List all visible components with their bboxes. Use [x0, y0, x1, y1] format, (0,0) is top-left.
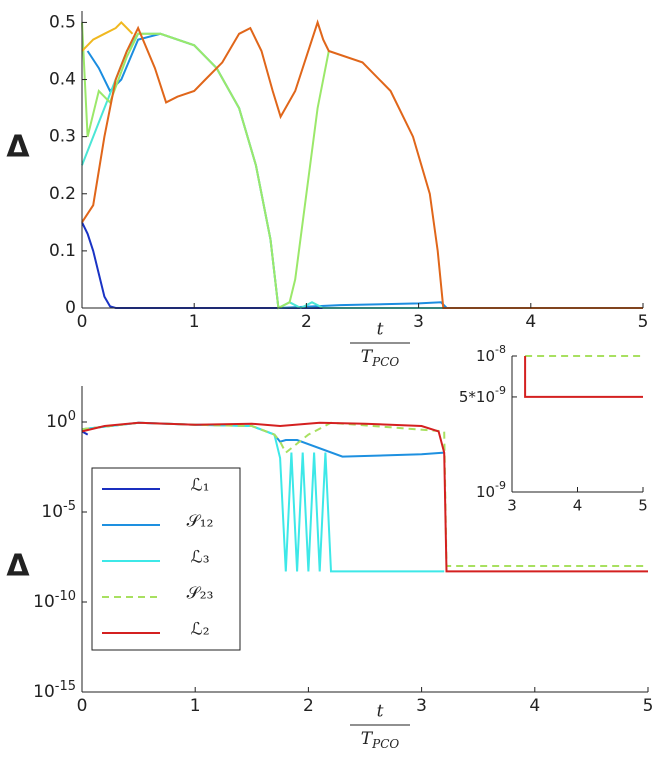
x-tick-label: 3 [507, 497, 517, 515]
tick-mantissa: 10 [476, 347, 495, 365]
y-tick-label: 0.1 [49, 241, 76, 261]
series-line [81, 421, 648, 567]
legend-box [91, 467, 241, 651]
x-tick-label: 5 [638, 497, 648, 515]
x-tick-label: 5 [638, 312, 649, 332]
x-axis-label: t [377, 320, 384, 340]
x-tick-label: 3 [416, 696, 427, 716]
denominator-subscript: PCO [371, 737, 399, 751]
tick-exponent: -8 [495, 343, 506, 356]
y-tick-label: 100 [46, 409, 76, 433]
tick-mantissa: 10 [33, 682, 55, 702]
y-tick-label: 10-10 [33, 589, 76, 613]
x-tick-label: 2 [301, 312, 312, 332]
x-tick-label: 0 [77, 696, 88, 716]
tick-exponent: 0 [68, 409, 76, 424]
x-tick-label: 2 [303, 696, 314, 716]
series-line [81, 22, 330, 310]
tick-mantissa: 10 [33, 592, 55, 612]
series-line [86, 32, 643, 310]
y-axis-label: Δ [6, 549, 30, 584]
y-tick-label: 10-9 [476, 479, 506, 501]
legend-label: 𝒮₁₂ [187, 512, 214, 532]
x-tick-label: 0 [77, 312, 88, 332]
x-tick-label: 4 [525, 312, 536, 332]
y-tick-label: 10-15 [33, 679, 76, 703]
series-line [81, 20, 134, 52]
x-tick-label: 4 [573, 497, 583, 515]
tick-exponent: -15 [55, 679, 76, 694]
legend-label: ℒ₂ [190, 620, 209, 640]
x-tick-label: 5 [643, 696, 654, 716]
series-line [81, 32, 643, 310]
tick-mantissa: 10 [476, 483, 495, 501]
x-tick-label: 1 [190, 696, 201, 716]
y-tick-label: 10-8 [476, 343, 506, 365]
x-tick-label: 4 [529, 696, 540, 716]
y-tick-label: 0.4 [49, 70, 76, 90]
tick-mantissa: 10 [46, 412, 68, 432]
y-tick-label: 0 [65, 298, 76, 318]
denominator-subscript: PCO [371, 355, 399, 369]
tick-exponent: -5 [63, 499, 76, 514]
y-tick-label: 5*10-9 [459, 384, 506, 406]
x-axis-label-denominator: TPCO [361, 347, 400, 369]
series-line [81, 19, 643, 309]
series-line [524, 356, 643, 398]
tick-mantissa: 10 [41, 502, 63, 522]
legend-label: ℒ₁ [190, 476, 209, 496]
y-tick-label: 10-5 [41, 499, 76, 523]
y-tick-label: 0.5 [49, 12, 76, 32]
tick-exponent: -10 [55, 589, 76, 604]
x-tick-label: 1 [189, 312, 200, 332]
y-axis-label: Δ [6, 130, 30, 165]
series-line [81, 421, 648, 573]
y-tick-label: 0.2 [49, 184, 76, 204]
x-axis-label-denominator: TPCO [361, 729, 400, 751]
tick-exponent: -9 [495, 479, 506, 492]
x-axis-label: t [377, 702, 384, 722]
legend-label: 𝒮₂₃ [187, 584, 214, 604]
series-line [81, 421, 445, 573]
denominator-letter: T [361, 729, 374, 749]
series-line [81, 221, 643, 309]
tick-mantissa: 5*10 [459, 387, 495, 405]
y-tick-label: 0.3 [49, 127, 76, 147]
denominator-letter: T [361, 347, 374, 367]
tick-exponent: -9 [495, 384, 506, 397]
legend-label: ℒ₃ [190, 548, 209, 568]
x-tick-label: 3 [413, 312, 424, 332]
